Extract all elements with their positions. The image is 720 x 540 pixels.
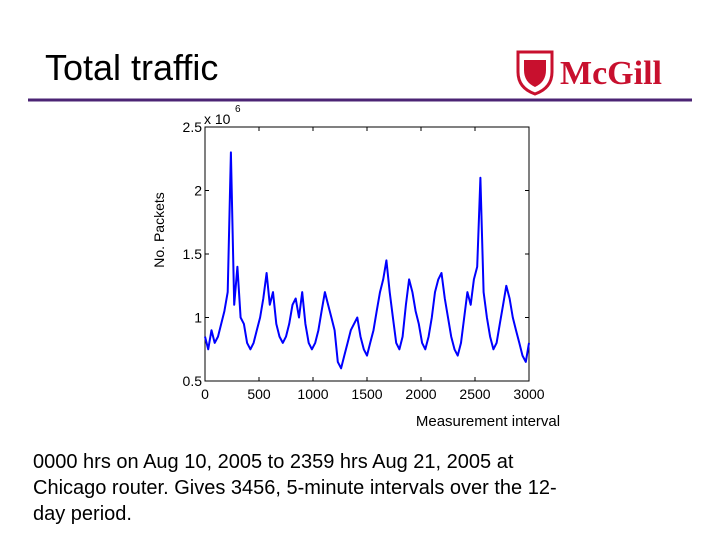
x-tick-label: 3000 (513, 386, 544, 402)
x-axis-label: Measurement interval (416, 413, 560, 430)
slide-title: Total traffic (45, 47, 218, 88)
y-exponent: 6 (235, 104, 241, 115)
y-axis-label: No. Packets (151, 192, 167, 267)
x-tick-label: 0 (201, 386, 209, 402)
caption-line: Chicago router. Gives 3456, 5-minute int… (33, 477, 557, 499)
caption-line: day period. (33, 503, 132, 525)
x-tick-label: 2000 (405, 386, 436, 402)
logo-shield (516, 50, 554, 96)
caption-line: 0000 hrs on Aug 10, 2005 to 2359 hrs Aug… (33, 451, 514, 473)
x-tick-label: 500 (247, 386, 271, 402)
caption: 0000 hrs on Aug 10, 2005 to 2359 hrs Aug… (33, 451, 557, 525)
y-tick-label: 0.5 (183, 373, 203, 389)
y-tick-label: 2.5 (183, 119, 203, 135)
x-tick-label: 1500 (351, 386, 382, 402)
x-tick-label: 2500 (459, 386, 490, 402)
y-tick-label: 1.5 (183, 246, 203, 262)
logo-text: McGill (560, 55, 662, 92)
y-tick-label: 2 (194, 183, 202, 199)
y-tick-label: 1 (194, 310, 202, 326)
x-tick-label: 1000 (297, 386, 328, 402)
y-multiplier: x 10 (204, 111, 231, 127)
plot-frame (204, 126, 530, 382)
data-line (204, 151, 530, 370)
